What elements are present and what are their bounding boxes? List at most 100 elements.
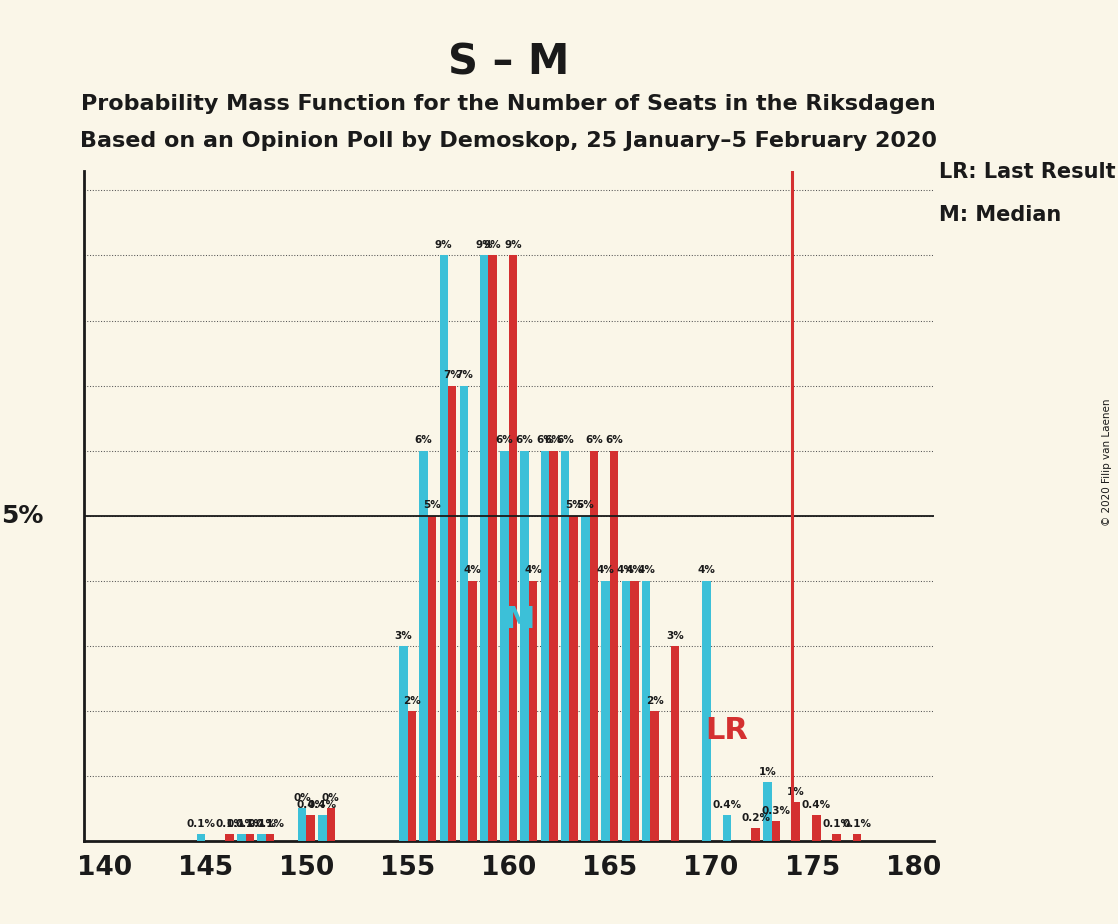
Text: 5%: 5% (577, 501, 595, 510)
Bar (671, 646, 679, 841)
Text: LR: LR (705, 716, 749, 745)
Bar (764, 783, 771, 841)
Bar (722, 815, 731, 841)
Bar (459, 385, 468, 841)
Bar (589, 451, 598, 841)
Bar (408, 711, 416, 841)
Text: 7%: 7% (444, 371, 462, 381)
Text: 7%: 7% (455, 371, 473, 381)
Bar (609, 451, 618, 841)
Text: 6%: 6% (605, 435, 623, 445)
Bar (549, 451, 558, 841)
Text: 0.1%: 0.1% (842, 820, 871, 829)
Text: 0.1%: 0.1% (247, 820, 276, 829)
Text: 0%: 0% (322, 793, 340, 803)
Bar (448, 385, 456, 841)
Bar (601, 580, 609, 841)
Text: 3%: 3% (395, 630, 413, 640)
Bar (297, 808, 306, 841)
Text: 5%: 5% (1, 504, 44, 528)
Text: 4%: 4% (698, 565, 716, 576)
Text: 9%: 9% (504, 240, 522, 250)
Bar (257, 834, 266, 841)
Text: 9%: 9% (484, 240, 502, 250)
Text: 5%: 5% (565, 501, 582, 510)
Text: 6%: 6% (544, 435, 562, 445)
Text: 0.2%: 0.2% (741, 812, 770, 822)
Bar (439, 256, 448, 841)
Bar (246, 834, 254, 841)
Bar (509, 256, 518, 841)
Text: 4%: 4% (625, 565, 643, 576)
Text: Based on an Opinion Poll by Demoskop, 25 January–5 February 2020: Based on an Opinion Poll by Demoskop, 25… (80, 131, 937, 152)
Text: 0.4%: 0.4% (712, 799, 741, 809)
Bar (399, 646, 408, 841)
Bar (419, 451, 428, 841)
Text: 1%: 1% (787, 786, 805, 796)
Bar (642, 580, 651, 841)
Text: 1%: 1% (758, 767, 776, 777)
Text: 9%: 9% (435, 240, 453, 250)
Bar (237, 834, 246, 841)
Text: 6%: 6% (415, 435, 433, 445)
Bar (306, 815, 315, 841)
Text: 6%: 6% (495, 435, 513, 445)
Bar (581, 516, 589, 841)
Bar (569, 516, 578, 841)
Bar (771, 821, 780, 841)
Bar (480, 256, 489, 841)
Text: M: Median: M: Median (939, 205, 1061, 225)
Text: 0.1%: 0.1% (215, 820, 244, 829)
Bar (500, 451, 509, 841)
Text: 0.1%: 0.1% (187, 820, 216, 829)
Bar (319, 815, 326, 841)
Bar (326, 808, 335, 841)
Bar (489, 256, 498, 841)
Bar (541, 451, 549, 841)
Text: 0.1%: 0.1% (822, 820, 851, 829)
Text: 0.4%: 0.4% (307, 799, 337, 809)
Text: 0.4%: 0.4% (296, 799, 325, 809)
Text: 2%: 2% (646, 696, 663, 706)
Text: 0.1%: 0.1% (256, 820, 285, 829)
Bar (853, 834, 861, 841)
Bar (751, 828, 760, 841)
Bar (226, 834, 234, 841)
Bar (197, 834, 206, 841)
Bar (833, 834, 841, 841)
Bar (520, 451, 529, 841)
Text: 6%: 6% (585, 435, 603, 445)
Text: 6%: 6% (536, 435, 553, 445)
Text: 4%: 4% (637, 565, 655, 576)
Bar (792, 802, 800, 841)
Text: 4%: 4% (597, 565, 615, 576)
Text: Probability Mass Function for the Number of Seats in the Riksdagen: Probability Mass Function for the Number… (82, 94, 936, 115)
Text: 6%: 6% (515, 435, 533, 445)
Text: 0.3%: 0.3% (761, 806, 790, 816)
Text: 0%: 0% (293, 793, 311, 803)
Text: 9%: 9% (475, 240, 493, 250)
Text: 4%: 4% (464, 565, 482, 576)
Text: 6%: 6% (557, 435, 574, 445)
Bar (561, 451, 569, 841)
Bar (651, 711, 659, 841)
Text: S – M: S – M (448, 42, 569, 83)
Text: 0.4%: 0.4% (802, 799, 831, 809)
Text: 5%: 5% (423, 501, 440, 510)
Bar (812, 815, 821, 841)
Bar (468, 580, 476, 841)
Bar (631, 580, 638, 841)
Text: 3%: 3% (666, 630, 684, 640)
Text: 0.1%: 0.1% (236, 820, 265, 829)
Bar (428, 516, 436, 841)
Bar (622, 580, 631, 841)
Text: 4%: 4% (524, 565, 542, 576)
Text: M: M (504, 605, 536, 634)
Text: 2%: 2% (402, 696, 420, 706)
Bar (529, 580, 538, 841)
Bar (266, 834, 274, 841)
Text: © 2020 Filip van Laenen: © 2020 Filip van Laenen (1102, 398, 1111, 526)
Bar (702, 580, 711, 841)
Text: 4%: 4% (617, 565, 635, 576)
Text: 0.1%: 0.1% (227, 820, 256, 829)
